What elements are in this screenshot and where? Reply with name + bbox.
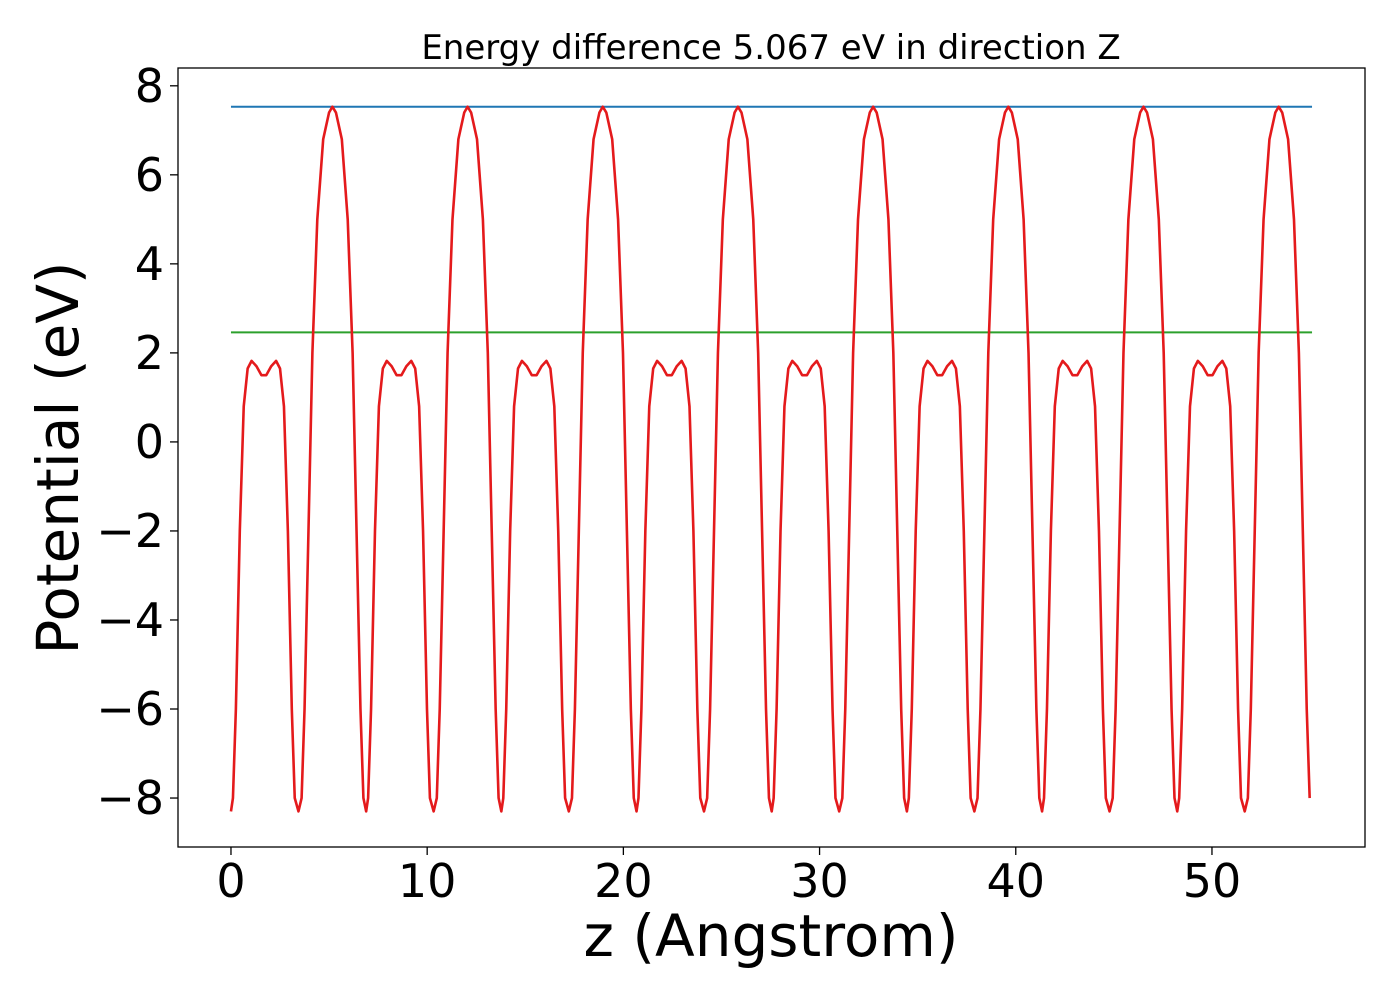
x-tick-label: 50 <box>1183 854 1242 908</box>
x-tick-label: 10 <box>398 854 457 908</box>
y-tick-label: 0 <box>135 415 164 469</box>
x-axis-label: z (Angstrom) <box>584 902 959 970</box>
y-tick-label: 4 <box>135 237 164 291</box>
x-tick-label: 30 <box>790 854 849 908</box>
y-tick-label: 6 <box>135 148 164 202</box>
y-tick-label: 8 <box>135 59 164 113</box>
y-tick-label: −4 <box>96 593 164 647</box>
y-tick-label: −6 <box>96 682 164 736</box>
plot-area <box>177 67 1366 848</box>
x-axis: 0 10 20 30 40 50 <box>216 847 1241 908</box>
y-tick-label: 2 <box>135 326 164 380</box>
x-tick-label: 0 <box>216 854 245 908</box>
potential-line <box>229 105 1311 813</box>
y-tick-label: −8 <box>96 771 164 825</box>
x-tick-label: 40 <box>986 854 1045 908</box>
series-layer <box>229 105 1313 813</box>
y-axis: −8 −6 −4 −2 0 2 4 6 8 <box>96 59 178 825</box>
y-tick-label: −2 <box>96 504 164 558</box>
chart-title: Energy difference 5.067 eV in direction … <box>421 28 1120 68</box>
y-axis-label: Potential (eV) <box>24 261 92 654</box>
x-tick-label: 20 <box>594 854 653 908</box>
plot-frame <box>177 67 1366 848</box>
